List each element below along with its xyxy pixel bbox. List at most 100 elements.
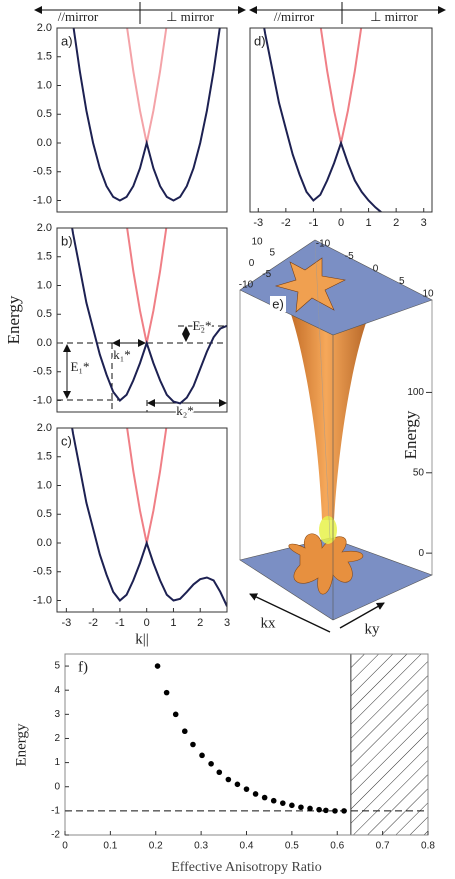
y-tick-label: -0.5	[33, 166, 52, 178]
point	[341, 808, 347, 814]
y-tick-label: -1.0	[33, 594, 52, 606]
header-label: ⊥ mirror	[370, 9, 418, 24]
y-tick-label: 4	[54, 685, 60, 696]
panel-label: b)	[61, 233, 73, 248]
x-tick-label: 0.6	[330, 841, 344, 852]
x-tick-label: 0.3	[194, 841, 208, 852]
point	[181, 728, 188, 735]
point	[289, 802, 295, 809]
annotation: k₁*	[113, 347, 131, 362]
panel-label: f)	[78, 659, 88, 675]
surface-illustration	[239, 239, 433, 633]
y-tick-label: 0.0	[37, 537, 52, 549]
point	[190, 741, 196, 748]
y-tick-label: 5	[54, 661, 60, 672]
x-axis-label: Effective Anisotropy Ratio	[171, 860, 322, 875]
point	[316, 806, 322, 813]
y-tick-label: 2.0	[37, 422, 52, 434]
panel-label: a)	[61, 33, 73, 48]
curve	[71, 428, 227, 607]
y-tick-label: -2	[51, 830, 60, 841]
y-tick-label: 1.0	[37, 79, 52, 91]
curve	[71, 228, 227, 405]
annotation: k₂*	[176, 403, 194, 418]
curve	[72, 28, 221, 202]
header-label: //mirror	[274, 9, 315, 24]
y-tick-label: 2	[54, 733, 60, 744]
y-tick-label: -5	[262, 269, 271, 280]
label-bg	[270, 296, 286, 312]
point	[225, 776, 232, 783]
point	[298, 804, 304, 811]
point	[234, 781, 241, 788]
y-tick-label: -0.5	[33, 366, 52, 378]
y-tick-label: 5	[269, 247, 275, 258]
z-tick-label: 0	[418, 548, 424, 559]
z-tick-label: 100	[407, 387, 424, 398]
y-tick-label: 2.0	[37, 22, 52, 34]
x-tick-label: 0	[144, 617, 150, 629]
y-tick-label: 1.0	[37, 479, 52, 491]
point	[280, 800, 286, 806]
x-tick-label: 0.4	[240, 841, 254, 852]
x-tick-label: 0.8	[421, 841, 435, 852]
y-tick-label: -1.0	[33, 394, 52, 406]
plot-frame	[56, 227, 228, 413]
point	[199, 752, 205, 759]
x-tick-label: -2	[281, 217, 291, 229]
y-tick-label: 1.5	[37, 51, 52, 63]
plot-frame	[56, 27, 228, 213]
annotation: E₂*	[193, 318, 212, 333]
x-tick-label: 3	[224, 617, 230, 629]
y-tick-label: -10	[239, 280, 254, 291]
x-tick-label: 1	[366, 217, 372, 229]
y-tick-label: -0.5	[33, 566, 52, 578]
x-tick-label: -1	[309, 217, 319, 229]
y-tick-label: 0.0	[37, 137, 52, 149]
point	[243, 786, 250, 792]
x-tick-label: 0.1	[103, 841, 117, 852]
y-tick-label: 0.0	[37, 337, 52, 349]
point	[252, 791, 259, 797]
y-tick-label: 10	[251, 237, 263, 248]
y-tick-label: 1	[54, 757, 60, 768]
point	[163, 689, 170, 696]
x-tick-label: -5	[345, 251, 354, 262]
y-tick-label: 3	[54, 709, 60, 720]
header-label: //mirror	[58, 9, 99, 24]
point	[154, 663, 161, 669]
x-tick-label: 2	[197, 617, 203, 629]
x-tick-label: 5	[399, 276, 405, 287]
y-axis-label: Energy	[13, 723, 29, 767]
x-tick-label: 2	[393, 217, 399, 229]
point	[172, 711, 179, 718]
point	[216, 769, 223, 776]
y-tick-label: 0.5	[37, 508, 52, 520]
panel-label: c)	[61, 433, 72, 448]
x-tick-label: 0.7	[376, 841, 390, 852]
x-tick-label: 0.5	[285, 841, 299, 852]
x-tick-label: 0.2	[149, 841, 163, 852]
point	[307, 805, 313, 812]
x-tick-label: -3	[61, 617, 71, 629]
point	[270, 797, 277, 804]
y-tick-label: 0	[249, 258, 255, 269]
y-axis-label: Energy	[4, 295, 23, 344]
point	[261, 794, 268, 801]
panel-label: e)	[272, 296, 284, 311]
z-axis-label: Energy	[401, 410, 420, 459]
y-tick-label: 1.5	[37, 451, 52, 463]
curve	[126, 428, 168, 544]
excluded-region	[350, 653, 429, 836]
y-axis-label: ky	[365, 621, 381, 637]
y-tick-label: 0	[54, 781, 60, 792]
point	[208, 761, 214, 767]
x-tick-label: 1	[170, 617, 176, 629]
plot-frame	[56, 427, 228, 613]
x-tick-label: -3	[253, 217, 263, 229]
x-axis-label: kx	[261, 615, 277, 631]
y-tick-label: 0.5	[37, 308, 52, 320]
y-tick-label: 1.0	[37, 279, 52, 291]
x-tick-label: 10	[422, 289, 434, 300]
